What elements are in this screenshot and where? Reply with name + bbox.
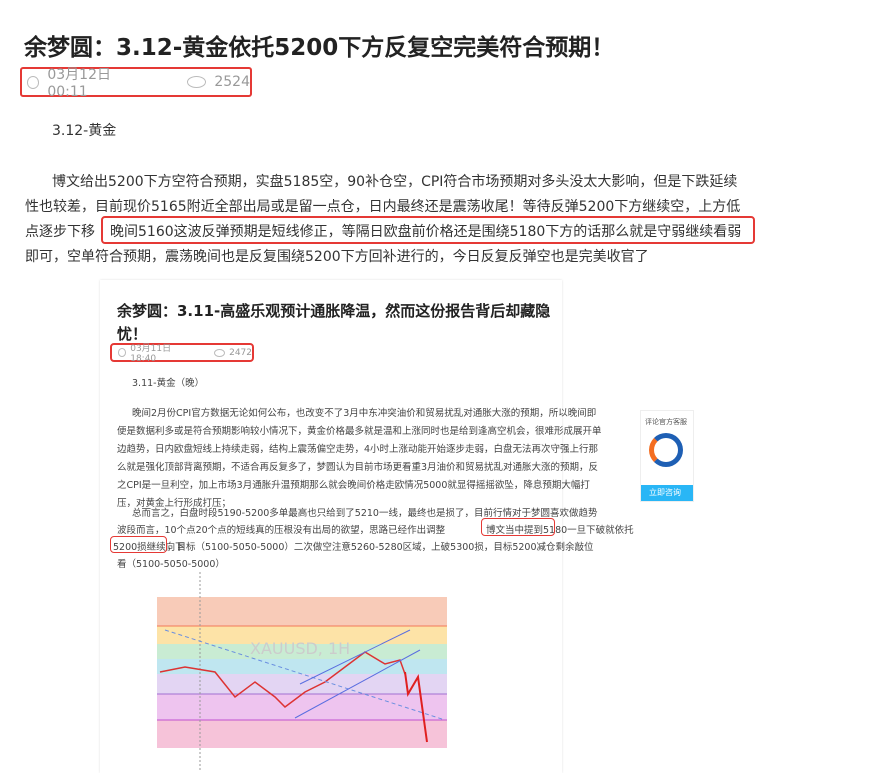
widget-label: 评论官方客服 xyxy=(645,418,687,426)
paragraph-line: 即可，空单符合预期，震荡晚间也是反复围绕5200下方回补进行的，今日反复反弹空也… xyxy=(25,249,649,265)
article-title: 余梦圆：3.12-黄金依托5200下方反复空完美符合预期！ xyxy=(24,35,615,61)
customer-service-widget[interactable]: 评论官方客服 立即咨询 xyxy=(640,410,694,502)
embedded-line: 之CPI是一旦利空，加上市场3月通胀升温预期那么就会晚间价格走欧情况5000就显… xyxy=(117,480,590,491)
embedded-line: 晚间2月份CPI官方数据无论如何公布，也改变不了3月中东冲突油价和贸易扰乱对通胀… xyxy=(132,408,597,419)
embedded-line: 压，对黄金上行形成打压； xyxy=(117,498,232,509)
embedded-screenshot: 余梦圆：3.11-高盛乐观预计通胀降温，然而这份报告背后却藏隐 忧！ 03月11… xyxy=(100,280,634,773)
paragraph-line: 博文给出5200下方空符合预期，实盘5185空，90补仓空，CPI符合市场预期对… xyxy=(52,174,738,190)
band xyxy=(157,694,447,720)
clock-icon xyxy=(118,348,127,357)
embedded-line: 边趋势，日内欧盘短线上持续走弱，结构上震荡偏空走势，4小时上涨动能开始逐步走弱，… xyxy=(117,444,599,455)
embedded-date: 03月11日 18:40 xyxy=(130,344,172,364)
eye-icon xyxy=(214,348,226,357)
band xyxy=(157,720,447,748)
highlight-box xyxy=(101,216,755,244)
embedded-line: 么就是强化顶部背离预期，不适合再反复多了，梦圆认为目前市场更看重3月油价和贸易扰… xyxy=(117,462,599,473)
price-chart-image: XAUUSD, 1H xyxy=(155,572,510,770)
chart-watermark: XAUUSD, 1H xyxy=(250,639,350,658)
highlighted-line: 晚间5160这波反弹预期是短线修正，等隔日欧盘前价格还是围绕5180下方的话那么… xyxy=(110,224,742,240)
embedded-line: 波段而言，10个点20个点的短线真的压根没有出局的欲望，思路已经作出调整 xyxy=(117,525,446,536)
view-count: 2524 xyxy=(214,74,250,90)
section-subtitle: 3.12-黄金 xyxy=(52,123,117,139)
article-meta: 03月12日 00:11 2524 xyxy=(20,67,252,100)
embedded-highlight: 博文当中提到5180一旦下破就依托 xyxy=(486,525,634,536)
highlight-box xyxy=(481,518,555,536)
embedded-title: 余梦圆：3.11-高盛乐观预计通胀降温，然而这份报告背后却藏隐 xyxy=(117,302,551,320)
embedded-line: 便是数据利多或是符合预期影响较小情况下，黄金价格最多就是温和上涨同时也是给到逢高… xyxy=(117,426,602,437)
band xyxy=(157,597,447,626)
embedded-views: 2472 xyxy=(229,347,252,358)
embedded-highlight: 5200损继续向下 xyxy=(113,542,185,553)
clock-icon xyxy=(27,75,40,89)
band xyxy=(157,659,447,674)
band xyxy=(157,626,447,644)
embedded-line: 看（5100-5050-5000） xyxy=(117,559,225,570)
embedded-subtitle: 3.11-黄金（晚） xyxy=(132,378,205,389)
embedded-line: ，目标（5100-5050-5000）二次做空注意5260-5280区域，上破5… xyxy=(167,542,594,553)
logo-icon xyxy=(649,433,683,467)
highlight-box xyxy=(110,536,167,553)
embedded-meta: 03月11日 18:40 2472 xyxy=(110,343,254,364)
embedded-line: 总而言之，白盘时段5190-5200多单最高也只给到了5210一线，最终也是损了… xyxy=(132,508,598,519)
paragraph-line: 点逐步下移 xyxy=(25,224,95,240)
paragraph-line: 性也较差，目前现价5165附近全部出局或是留一点仓，日内最终还是震荡收尾！等待反… xyxy=(25,199,741,215)
embedded-title-cont: 忧！ xyxy=(117,325,148,343)
article-date: 03月12日 00:11 xyxy=(47,67,111,100)
eye-icon xyxy=(187,76,207,88)
consult-button[interactable]: 立即咨询 xyxy=(641,485,693,501)
